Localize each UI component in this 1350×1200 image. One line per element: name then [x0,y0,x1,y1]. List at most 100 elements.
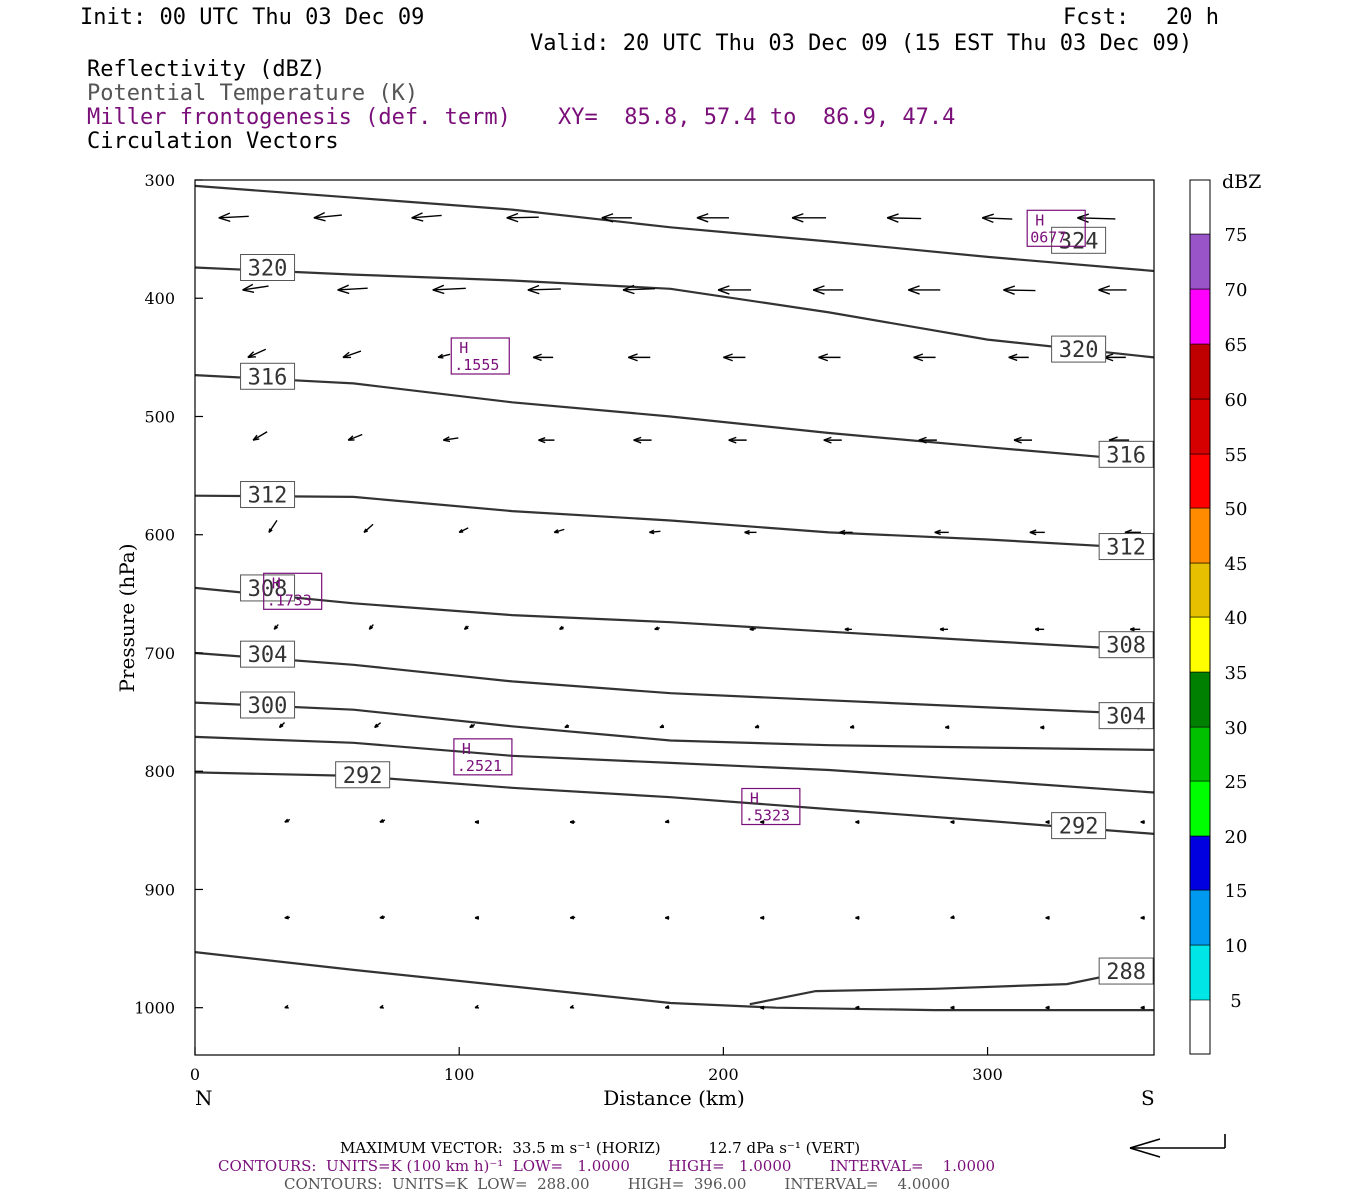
theta-contours [195,184,1154,1012]
circulation-vector [934,529,949,536]
y-tick-label: 1000 [134,999,175,1018]
circulation-vector [268,519,278,533]
circulation-vector [1129,627,1141,632]
y-tick-label: 600 [144,526,175,545]
circulation-vector [474,820,480,825]
circulation-vector [252,431,268,441]
circulation-vector [474,1004,480,1009]
circulation-vector [760,820,765,825]
circulation-vector [564,724,570,729]
theta-contour-320 [195,266,1154,359]
circulation-vector [728,436,747,444]
circulation-vector [754,724,760,729]
theta-contour-300 [195,701,1154,751]
circulation-vector [569,820,576,825]
circulation-vector [665,915,670,920]
colorbar-frame [1189,179,1211,1055]
forecast-label: Fcst: [1063,5,1130,30]
frontogenesis-max-box: H.1733 [263,572,323,610]
frontogenesis-max-h: H [272,574,281,592]
frontogenesis-max-value: .1733 [267,591,312,609]
circulation-vector [1029,529,1045,536]
colorbar-bin [1189,835,1211,891]
circulation-vector [855,915,860,920]
colorbar-bin [1189,780,1211,837]
theta-label-text: 292 [343,764,383,789]
circulation-vector [1003,285,1036,295]
circulation-vector [278,721,286,729]
circulation-vector [474,915,480,920]
theta-label-text: 292 [1059,815,1099,840]
y-tick-label: 900 [144,880,175,899]
circulation-vector [247,348,267,359]
theta-contour-308 [195,586,1154,652]
circulation-vector [749,626,756,631]
theta-label-292: 292 [1051,812,1107,840]
x-tick-label: 300 [972,1065,1003,1084]
circulation-vector [463,625,469,630]
circulation-vector [855,820,860,825]
frontogenesis-max-box: H.1555 [450,337,510,375]
circulation-vector [469,723,476,729]
circulation-vector [284,1004,289,1009]
circulation-vector [443,436,459,443]
frontogenesis-max-value: .1555 [454,356,499,374]
colorbar-unit: dBZ [1222,171,1261,193]
theta-contour-288 [195,951,1154,1012]
colorbar-label: 35 [1225,663,1248,684]
circulation-vector [284,818,291,823]
colorbar-bin [1189,726,1211,782]
colorbar-label: 25 [1225,772,1248,793]
theta-contour-316 [195,374,1154,463]
x-tick-label: 0 [190,1065,200,1084]
circulation-vector [569,915,576,920]
theta-label-308: 308 [240,574,296,602]
circulation-vector [1098,285,1127,295]
forecast-hour: 20 h [1166,5,1219,30]
circulation-vector [696,213,729,223]
colorbar-label: 30 [1225,718,1248,739]
colorbar-bin [1190,1000,1210,1054]
circulation-vector [506,212,539,223]
colorbar-label: 20 [1225,827,1248,848]
colorbar-label: 75 [1225,225,1248,246]
theta-label-316: 316 [240,362,296,390]
theta-label-316: 316 [1098,440,1154,468]
legend-circulation-vectors: Circulation Vectors [87,129,339,154]
x-tick-label: 100 [444,1065,475,1084]
circulation-vector [379,915,386,920]
colorbar-label: 50 [1225,499,1248,520]
theta-label-324: 324 [1051,226,1107,254]
colorbar-bin [1189,944,1211,1001]
circulation-vector [622,284,656,295]
circulation-vector [601,213,632,223]
circulation-vector [633,436,652,444]
circulation-vector [812,285,844,295]
circulation-vector [944,725,950,730]
circulation-vector [313,211,342,222]
circulation-vector [379,1004,384,1009]
theta-contour-296 [195,735,1154,794]
circulation-vector [1140,820,1145,825]
colorbar-label: 10 [1225,936,1248,957]
circulation-vector [886,213,922,223]
circulation-vector [723,353,746,362]
theta-label-304: 304 [240,640,296,668]
colorbar-label: 45 [1225,554,1248,575]
circulation-vector [1077,213,1116,223]
theta-label-text: 312 [248,484,288,509]
colorbar-bin [1189,453,1211,509]
theta-label-text: 308 [1106,634,1146,659]
circulation-vector [337,284,368,295]
circulation-vector [823,436,842,444]
circulation-vector [982,213,1013,224]
plot-frame [194,179,1155,1056]
theta-label-text: 320 [1059,338,1099,363]
maximum-vector-note: MAXIMUM VECTOR: 33.5 m s⁻¹ (HORIZ) 12.7 … [340,1139,861,1157]
circulation-vector [939,627,949,632]
circulation-vector [242,283,269,293]
cross-section-endpoints: XY= 85.8, 57.4 to 86.9, 47.4 [558,105,956,130]
circulation-vector [659,724,665,729]
theta-label-320: 320 [1051,335,1107,363]
